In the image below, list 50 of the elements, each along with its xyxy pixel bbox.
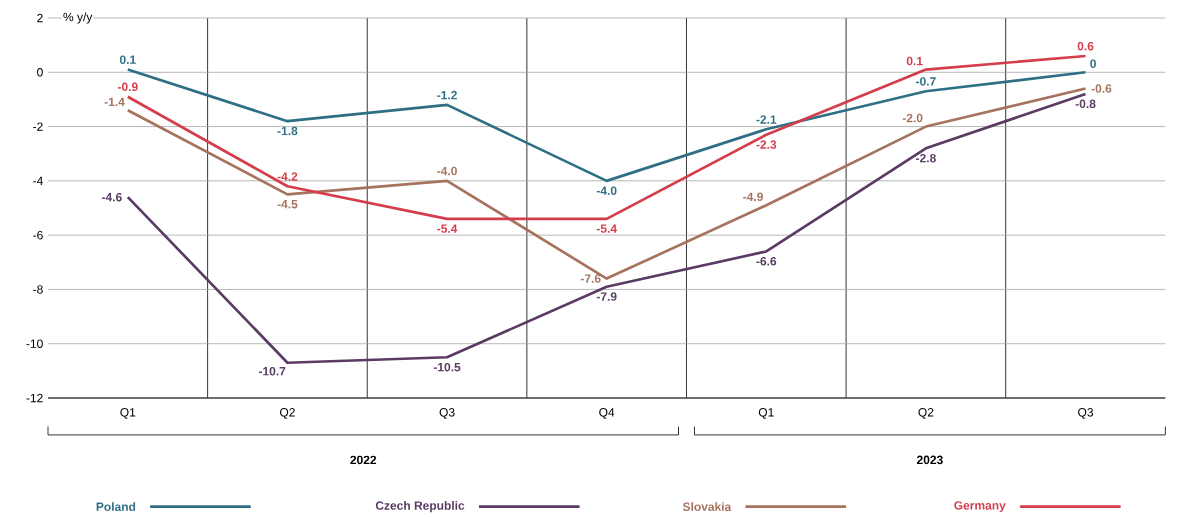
data-label: 0.1 (119, 55, 136, 65)
x-tick-label: Q1 (120, 408, 136, 419)
x-tick-label: Q3 (1078, 408, 1094, 419)
y-tick-label: -12 (26, 393, 43, 403)
data-label: -1.2 (437, 91, 457, 100)
data-label: -4.0 (596, 186, 617, 196)
data-label: -0.8 (1075, 99, 1096, 109)
data-label: -2.1 (756, 115, 777, 124)
data-label: -4.6 (101, 193, 122, 202)
y-tick-label: 0 (37, 68, 43, 77)
x-tick-label: Q4 (599, 408, 615, 419)
data-label: -10.7 (258, 367, 286, 376)
data-label: -5.4 (596, 224, 617, 234)
x-tick-label: Q1 (758, 408, 774, 419)
text: Poland (96, 502, 136, 512)
data-label: -2.3 (756, 140, 777, 150)
data-label: -2.0 (902, 113, 923, 123)
y-tick-label: -10 (26, 339, 43, 349)
data-label: -0.7 (916, 77, 936, 86)
data-label: -5.4 (437, 224, 458, 234)
text: Slovakia (682, 502, 732, 512)
y-tick-label: -2 (33, 122, 43, 131)
data-label: -4.2 (277, 172, 298, 181)
text: Germany (954, 501, 1006, 513)
y-tick-label: 2 (37, 13, 43, 23)
x-tick-label: Q2 (279, 408, 295, 419)
text: 2022 (350, 455, 377, 465)
x-tick-label: Q3 (439, 408, 455, 419)
data-label: -0.6 (1091, 84, 1112, 94)
data-label: -7.9 (596, 292, 617, 302)
data-label: -1.8 (277, 126, 298, 136)
text: 2023 (916, 455, 943, 465)
data-label: -2.8 (916, 154, 936, 163)
data-label: -4.0 (437, 166, 457, 176)
y-tick-label: -8 (33, 285, 43, 294)
data-label: -0.9 (117, 82, 138, 92)
y-axis-title: % y/y (63, 12, 93, 24)
x-tick-label: Q2 (918, 408, 934, 419)
data-label: 0 (1090, 59, 1096, 69)
data-label: -4.9 (743, 192, 763, 202)
data-label: -1.4 (104, 97, 125, 107)
y-tick-label: -4 (33, 176, 43, 186)
data-label: 0.1 (906, 56, 923, 66)
data-label: -4.5 (277, 200, 298, 209)
data-label: -6.6 (756, 257, 777, 266)
data-label: -10.5 (433, 363, 461, 372)
text: Czech Republic (375, 501, 465, 513)
y-tick-label: -6 (33, 231, 43, 240)
data-label: -7.6 (580, 274, 601, 284)
data-label: 0.6 (1077, 42, 1094, 51)
